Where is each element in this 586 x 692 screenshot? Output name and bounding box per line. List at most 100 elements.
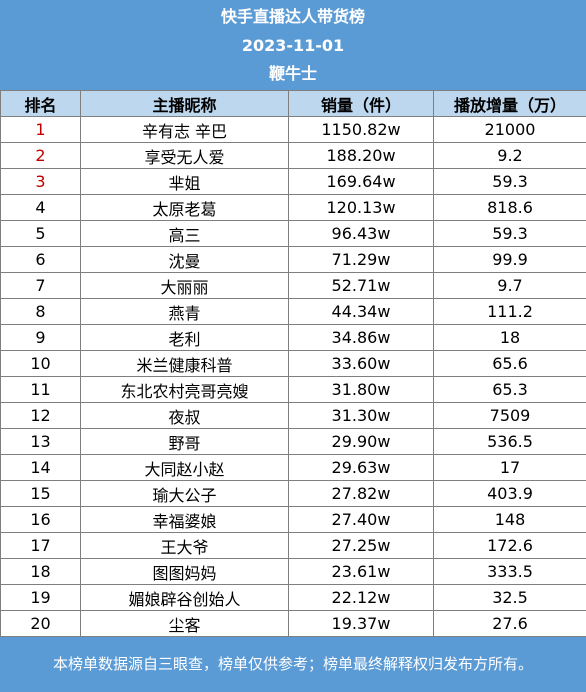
streamer-name-cell: 幸福婆娘 bbox=[80, 506, 289, 533]
rank-cell: 15 bbox=[0, 480, 81, 507]
table-row: 15 瑜大公子 27.82w 403.9 bbox=[0, 480, 586, 507]
streamer-name-cell: 王大爷 bbox=[80, 532, 289, 559]
sales-cell: 1150.82w bbox=[288, 116, 434, 143]
sales-cell: 27.25w bbox=[288, 532, 434, 559]
sales-cell: 96.43w bbox=[288, 220, 434, 247]
streamer-name-cell: 米兰健康科普 bbox=[80, 350, 289, 377]
sales-cell: 23.61w bbox=[288, 558, 434, 585]
play-increase-cell: 21000 bbox=[433, 116, 586, 143]
streamer-name-cell: 高三 bbox=[80, 220, 289, 247]
rank-cell: 9 bbox=[0, 324, 81, 351]
streamer-name-cell: 瑜大公子 bbox=[80, 480, 289, 507]
table-row: 2 享受无人爱 188.20w 9.2 bbox=[0, 142, 586, 169]
table-row: 16 幸福婆娘 27.40w 148 bbox=[0, 506, 586, 533]
rank-cell: 16 bbox=[0, 506, 81, 533]
play-increase-cell: 18 bbox=[433, 324, 586, 351]
rank-cell: 3 bbox=[0, 168, 81, 195]
table-row: 20 尘客 19.37w 27.6 bbox=[0, 610, 586, 637]
streamer-name-cell: 老利 bbox=[80, 324, 289, 351]
play-increase-cell: 818.6 bbox=[433, 194, 586, 221]
column-header-plays: 播放增量（万） bbox=[433, 90, 586, 117]
rank-cell: 6 bbox=[0, 246, 81, 273]
sales-cell: 120.13w bbox=[288, 194, 434, 221]
sales-cell: 33.60w bbox=[288, 350, 434, 377]
play-increase-cell: 65.6 bbox=[433, 350, 586, 377]
play-increase-cell: 17 bbox=[433, 454, 586, 481]
streamer-name-cell: 东北农村亮哥亮嫂 bbox=[80, 376, 289, 403]
rank-cell: 1 bbox=[0, 116, 81, 143]
streamer-name-cell: 媚娘辟谷创始人 bbox=[80, 584, 289, 611]
streamer-name-cell: 享受无人爱 bbox=[80, 142, 289, 169]
sales-cell: 44.34w bbox=[288, 298, 434, 325]
table-row: 10 米兰健康科普 33.60w 65.6 bbox=[0, 350, 586, 377]
table-row: 4 太原老葛 120.13w 818.6 bbox=[0, 194, 586, 221]
streamer-name-cell: 大丽丽 bbox=[80, 272, 289, 299]
table-row: 9 老利 34.86w 18 bbox=[0, 324, 586, 351]
page-title: 快手直播达人带货榜 bbox=[220, 7, 365, 26]
sales-cell: 31.80w bbox=[288, 376, 434, 403]
table-row: 14 大同赵小赵 29.63w 17 bbox=[0, 454, 586, 481]
table-row: 18 图图妈妈 23.61w 333.5 bbox=[0, 558, 586, 585]
play-increase-cell: 27.6 bbox=[433, 610, 586, 637]
column-header-sales: 销量（件） bbox=[288, 90, 434, 117]
streamer-name-cell: 辛有志 辛巴 bbox=[80, 116, 289, 143]
play-increase-cell: 148 bbox=[433, 506, 586, 533]
disclaimer-footer: 本榜单数据源自三眼查，榜单仅供参考；榜单最终解释权归发布方所有。 bbox=[0, 637, 586, 692]
rank-cell: 18 bbox=[0, 558, 81, 585]
table-row: 13 野哥 29.90w 536.5 bbox=[0, 428, 586, 455]
streamer-name-cell: 燕青 bbox=[80, 298, 289, 325]
sales-cell: 71.29w bbox=[288, 246, 434, 273]
table-row: 8 燕青 44.34w 111.2 bbox=[0, 298, 586, 325]
play-increase-cell: 403.9 bbox=[433, 480, 586, 507]
rank-cell: 4 bbox=[0, 194, 81, 221]
sales-cell: 27.40w bbox=[288, 506, 434, 533]
sales-cell: 22.12w bbox=[288, 584, 434, 611]
publisher-name: 鞭牛士 bbox=[268, 64, 317, 83]
streamer-name-cell: 尘客 bbox=[80, 610, 289, 637]
sales-cell: 31.30w bbox=[288, 402, 434, 429]
table-row: 7 大丽丽 52.71w 9.7 bbox=[0, 272, 586, 299]
play-increase-cell: 333.5 bbox=[433, 558, 586, 585]
rank-cell: 8 bbox=[0, 298, 81, 325]
play-increase-cell: 32.5 bbox=[433, 584, 586, 611]
play-increase-cell: 9.7 bbox=[433, 272, 586, 299]
streamer-name-cell: 芈姐 bbox=[80, 168, 289, 195]
play-increase-cell: 59.3 bbox=[433, 168, 586, 195]
play-increase-cell: 172.6 bbox=[433, 532, 586, 559]
sales-cell: 34.86w bbox=[288, 324, 434, 351]
sales-cell: 52.71w bbox=[288, 272, 434, 299]
sales-cell: 29.63w bbox=[288, 454, 434, 481]
sales-cell: 29.90w bbox=[288, 428, 434, 455]
rank-cell: 7 bbox=[0, 272, 81, 299]
streamer-name-cell: 夜叔 bbox=[80, 402, 289, 429]
streamer-name-cell: 大同赵小赵 bbox=[80, 454, 289, 481]
rank-cell: 19 bbox=[0, 584, 81, 611]
sales-cell: 188.20w bbox=[288, 142, 434, 169]
table-row: 5 高三 96.43w 59.3 bbox=[0, 220, 586, 247]
sales-cell: 19.37w bbox=[288, 610, 434, 637]
rank-cell: 5 bbox=[0, 220, 81, 247]
table-row: 12 夜叔 31.30w 7509 bbox=[0, 402, 586, 429]
play-increase-cell: 59.3 bbox=[433, 220, 586, 247]
column-header-rank: 排名 bbox=[0, 90, 81, 117]
rank-cell: 13 bbox=[0, 428, 81, 455]
play-increase-cell: 536.5 bbox=[433, 428, 586, 455]
streamer-name-cell: 太原老葛 bbox=[80, 194, 289, 221]
table-row: 19 媚娘辟谷创始人 22.12w 32.5 bbox=[0, 584, 586, 611]
rank-cell: 20 bbox=[0, 610, 81, 637]
play-increase-cell: 111.2 bbox=[433, 298, 586, 325]
rank-cell: 2 bbox=[0, 142, 81, 169]
rank-cell: 10 bbox=[0, 350, 81, 377]
sales-cell: 169.64w bbox=[288, 168, 434, 195]
rank-cell: 11 bbox=[0, 376, 81, 403]
table-row: 17 王大爷 27.25w 172.6 bbox=[0, 532, 586, 559]
sales-cell: 27.82w bbox=[288, 480, 434, 507]
play-increase-cell: 7509 bbox=[433, 402, 586, 429]
play-increase-cell: 9.2 bbox=[433, 142, 586, 169]
report-date: 2023-11-01 bbox=[241, 36, 345, 55]
play-increase-cell: 65.3 bbox=[433, 376, 586, 403]
ranking-table-body: 1 辛有志 辛巴 1150.82w 21000 2 享受无人爱 188.20w 9.2 3 芈姐 1… bbox=[0, 116, 586, 637]
streamer-name-cell: 野哥 bbox=[80, 428, 289, 455]
column-header-name: 主播昵称 bbox=[80, 90, 289, 117]
